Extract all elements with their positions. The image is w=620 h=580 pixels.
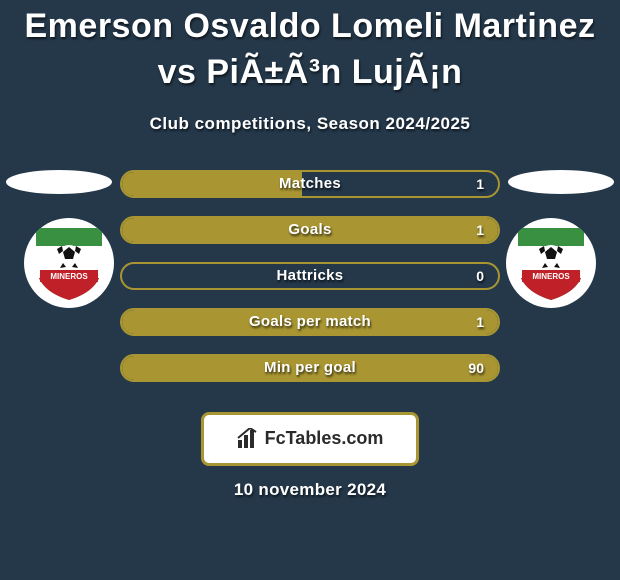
stat-row: Min per goal90 <box>120 354 500 382</box>
stat-value-right: 90 <box>468 356 484 380</box>
svg-text:MINEROS: MINEROS <box>50 272 88 281</box>
fctables-badge[interactable]: FcTables.com <box>201 412 419 466</box>
stat-label: Min per goal <box>122 356 498 380</box>
stat-label: Goals <box>122 218 498 242</box>
stat-label: Hattricks <box>122 264 498 288</box>
stat-row: Goals per match1 <box>120 308 500 336</box>
stat-label: Goals per match <box>122 310 498 334</box>
stat-value-right: 1 <box>476 172 484 196</box>
right-team-logo: MINEROS <box>506 218 596 308</box>
stats-area: MINEROS MINEROS <box>0 170 620 400</box>
page-subtitle: Club competitions, Season 2024/2025 <box>0 114 620 134</box>
stat-label: Matches <box>122 172 498 196</box>
stat-value-right: 1 <box>476 218 484 242</box>
mineros-shield-icon: MINEROS <box>32 224 106 302</box>
stat-value-right: 0 <box>476 264 484 288</box>
left-team-logo: MINEROS <box>24 218 114 308</box>
svg-text:MINEROS: MINEROS <box>532 272 570 281</box>
page-title: Emerson Osvaldo Lomeli Martinez vs PiÃ±Ã… <box>0 0 620 96</box>
footer-date: 10 november 2024 <box>0 480 620 500</box>
stat-row: Matches1 <box>120 170 500 198</box>
fctables-label: FcTables.com <box>265 428 384 449</box>
stat-row: Hattricks0 <box>120 262 500 290</box>
right-oval-placeholder <box>508 170 614 194</box>
stat-row: Goals1 <box>120 216 500 244</box>
bars-icon <box>237 428 259 450</box>
mineros-shield-icon: MINEROS <box>514 224 588 302</box>
left-oval-placeholder <box>6 170 112 194</box>
stat-value-right: 1 <box>476 310 484 334</box>
stat-bars: Matches1Goals1Hattricks0Goals per match1… <box>120 170 500 382</box>
